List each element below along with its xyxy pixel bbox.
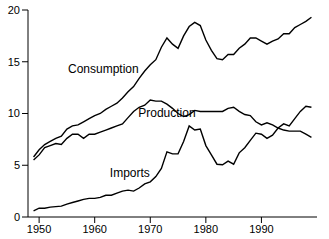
- svg-text:1950: 1950: [27, 223, 51, 235]
- svg-text:Production: Production: [138, 106, 195, 120]
- svg-text:10: 10: [8, 107, 20, 119]
- svg-text:1960: 1960: [82, 223, 106, 235]
- svg-text:Consumption: Consumption: [68, 62, 139, 76]
- svg-text:1970: 1970: [138, 223, 162, 235]
- svg-text:Imports: Imports: [110, 166, 150, 180]
- svg-text:0: 0: [14, 211, 20, 223]
- svg-text:1990: 1990: [249, 223, 273, 235]
- svg-text:20: 20: [8, 4, 20, 16]
- svg-text:5: 5: [14, 159, 20, 171]
- svg-text:1980: 1980: [194, 223, 218, 235]
- svg-text:15: 15: [8, 56, 20, 68]
